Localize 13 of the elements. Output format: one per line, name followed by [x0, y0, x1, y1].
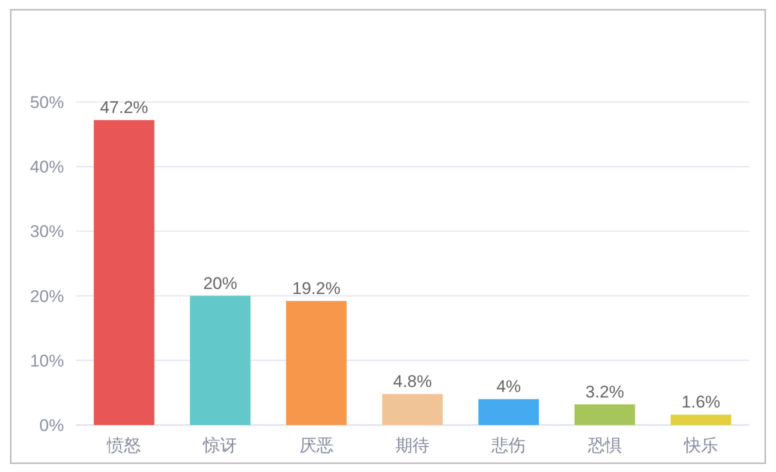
x-tick-label: 恐惧 [588, 436, 622, 455]
y-tick-label: 10% [30, 351, 64, 370]
y-tick-label: 30% [30, 222, 64, 242]
x-tick-label: 惊讶 [203, 436, 238, 455]
x-tick-label: 快乐 [684, 436, 718, 455]
x-tick-label: 愤怒 [107, 436, 142, 455]
y-tick-label: 50% [30, 93, 64, 112]
x-tick-label: 悲伤 [492, 436, 526, 455]
x-tick-label: 期待 [396, 436, 430, 455]
y-tick-label: 40% [30, 158, 64, 177]
y-tick-label: 20% [30, 286, 64, 306]
y-tick-label: 0% [39, 416, 64, 435]
x-tick-label: 厌恶 [299, 436, 334, 455]
